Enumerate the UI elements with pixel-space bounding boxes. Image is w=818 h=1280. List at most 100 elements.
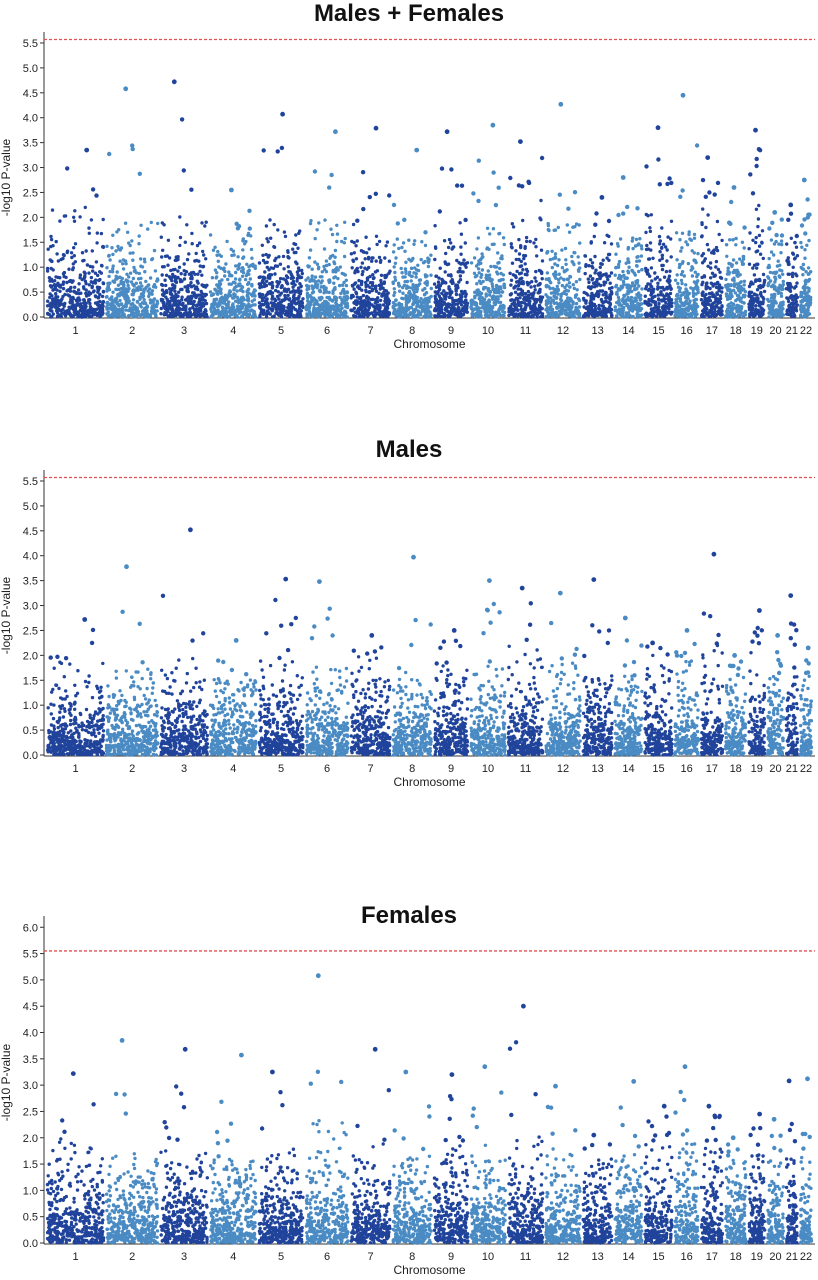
snp-point [58, 289, 62, 293]
snp-point [131, 282, 135, 287]
snp-point [700, 235, 704, 239]
snp-point [709, 281, 713, 285]
snp-point [446, 245, 451, 250]
snp-point [526, 289, 531, 294]
x-tick-label: 8 [409, 325, 415, 337]
snp-point [377, 239, 382, 244]
snp-point [131, 276, 136, 281]
snp-point [292, 294, 296, 299]
snp-point [413, 239, 417, 243]
snp-point [224, 262, 228, 266]
snp-point [64, 275, 68, 280]
snp-point [695, 288, 700, 292]
snp-point [621, 280, 626, 284]
snp-point [118, 259, 122, 263]
snp-point [584, 263, 588, 267]
snp-point [307, 256, 312, 260]
snp-point [105, 244, 109, 248]
snp-point [408, 311, 412, 315]
snp-point [223, 315, 227, 319]
snp-point [649, 248, 653, 252]
snp-point [484, 276, 488, 280]
snp-point [737, 283, 741, 288]
chromosome-16-points [673, 92, 700, 319]
snp-point [401, 275, 405, 279]
snp-point [689, 238, 694, 242]
snp-point [658, 278, 662, 282]
snp-point [90, 309, 94, 313]
snp-point [61, 311, 65, 315]
snp-point [240, 314, 245, 318]
snp-point [263, 276, 267, 280]
snp-point [316, 306, 320, 311]
snp-point [432, 308, 437, 313]
snp-point [166, 315, 171, 319]
snp-point [136, 277, 141, 281]
snp-point [264, 224, 269, 228]
snp-point [574, 301, 579, 306]
snp-point [701, 207, 705, 211]
snp-point [688, 299, 692, 303]
snp-point [512, 301, 517, 305]
snp-point [279, 300, 284, 304]
snp-point [49, 244, 53, 249]
snp-point [492, 242, 496, 246]
snp-point [545, 271, 550, 275]
snp-point [631, 236, 635, 240]
snp-point [142, 257, 147, 261]
snp-point [313, 236, 317, 241]
snp-point [306, 265, 311, 269]
snp-point [113, 297, 118, 301]
snp-point [66, 308, 71, 313]
snp-point [239, 304, 243, 308]
snp-point [107, 253, 111, 258]
snp-point [357, 308, 361, 312]
snp-point [242, 302, 246, 307]
snp-point [45, 266, 50, 271]
y-tick-label: 1.5 [23, 237, 38, 249]
snp-point [634, 264, 639, 268]
snp-point [177, 290, 181, 294]
snp-point [464, 301, 468, 306]
snp-point [614, 252, 618, 256]
snp-point [358, 295, 363, 300]
chromosome-8-points [391, 147, 433, 319]
snp-point [76, 288, 81, 292]
snp-point [99, 263, 104, 268]
snp-point [202, 314, 207, 318]
snp-point [190, 242, 194, 246]
snp-point [442, 239, 447, 243]
snp-point [101, 300, 105, 305]
chromosome-peak-point [84, 147, 90, 153]
chromosome-peak-point [655, 125, 661, 131]
snp-point [379, 278, 383, 283]
snp-point [80, 308, 84, 312]
snp-point [459, 232, 464, 236]
snp-point [87, 226, 91, 230]
chromosome-2-points [104, 86, 160, 319]
snp-point [483, 308, 487, 312]
snp-point [91, 281, 95, 285]
snp-point [480, 268, 485, 272]
snp-point [167, 256, 172, 260]
snp-point [373, 191, 378, 196]
snp-point [277, 297, 281, 301]
snp-point [449, 167, 454, 172]
snp-point [97, 295, 101, 299]
snp-point [703, 297, 707, 301]
snp-point [622, 273, 626, 278]
snp-point [273, 297, 277, 301]
panel-males-females: Males + Females 0.0 0.5 1.0 1.5 2.0 2.5 3.0 3.5… [0, 0, 818, 360]
snp-point [662, 275, 667, 279]
snp-point [182, 307, 186, 312]
snp-point [286, 293, 290, 298]
snp-point [660, 226, 664, 230]
snp-point [320, 279, 324, 283]
snp-point [384, 309, 388, 314]
snp-point [395, 237, 399, 241]
snp-point [298, 282, 302, 286]
snp-point [106, 281, 110, 286]
snp-point [372, 310, 377, 314]
snp-point [560, 310, 564, 314]
snp-point [162, 290, 166, 295]
